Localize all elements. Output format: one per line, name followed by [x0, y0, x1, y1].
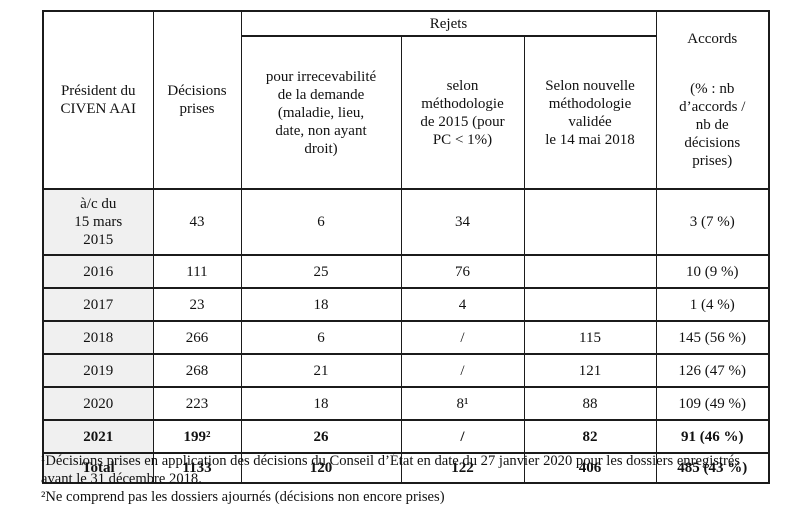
decisions-cell: 223 — [152, 386, 242, 421]
decisions-cell: 268 — [152, 353, 242, 388]
decisions-cell: 266 — [152, 320, 242, 355]
rejet-irrecevabilite-cell: 18 — [240, 287, 402, 322]
accords-cell: 1 (4 %) — [655, 287, 770, 322]
row-label: 2018 — [42, 320, 154, 355]
header-accords-title: Accords — [687, 31, 738, 47]
footnote-1: ¹Décisions prises en application des déc… — [41, 453, 741, 487]
rejet-irrecevabilite-cell: 6 — [240, 188, 402, 256]
rejet-nouvelle-cell: 82 — [523, 419, 657, 454]
header-row-rejets-subcolumns: pour irrecevabilité de la demande (malad… — [43, 35, 769, 190]
row-label: à/c du 15 mars 2015 — [42, 188, 154, 256]
rejet-nouvelle-cell — [523, 254, 657, 289]
decisions-cell: 199² — [152, 419, 242, 454]
rejet-irrecevabilite-cell: 25 — [240, 254, 402, 289]
rejet-2015-cell: / — [400, 353, 525, 388]
table-row: à/c du 15 mars 2015 43 6 34 3 (7 %) — [42, 188, 770, 256]
row-label: 2017 — [42, 287, 154, 322]
rejet-2015-cell: / — [400, 320, 525, 355]
rejet-nouvelle-cell: 88 — [523, 386, 657, 421]
table-row: 2018 266 6 / 115 145 (56 %) — [42, 320, 770, 355]
table-row: 2021 199² 26 / 82 91 (46 %) — [42, 419, 770, 454]
decisions-cell: 111 — [152, 254, 242, 289]
decisions-cell: 23 — [152, 287, 242, 322]
header-row-groups: Président du CIVEN AAI Décisions prises … — [42, 9, 770, 190]
header-rejet-methodologie-2015: selon méthodologie de 2015 (pour PC < 1%… — [400, 35, 525, 190]
header-decisions-prises: Décisions prises — [152, 10, 242, 190]
rejet-irrecevabilite-cell: 6 — [240, 320, 402, 355]
rejet-irrecevabilite-cell: 26 — [240, 419, 402, 454]
footnote-2: ²Ne comprend pas les dossiers ajournés (… — [41, 489, 445, 505]
header-accords-subtitle: (% : nb d’accords / nb de décisions pris… — [679, 81, 746, 169]
rejet-irrecevabilite-cell: 21 — [240, 353, 402, 388]
accords-cell: 3 (7 %) — [655, 188, 770, 256]
table-row: 2020 223 18 8¹ 88 109 (49 %) — [42, 386, 770, 421]
table-row: 2019 268 21 / 121 126 (47 %) — [42, 353, 770, 388]
header-rejet-nouvelle-methodologie: Selon nouvelle méthodologie validée le 1… — [523, 35, 657, 190]
accords-cell: 109 (49 %) — [655, 386, 770, 421]
accords-cell: 126 (47 %) — [655, 353, 770, 388]
civen-decisions-table: Président du CIVEN AAI Décisions prises … — [42, 9, 771, 484]
footnotes: ¹Décisions prises en application des déc… — [41, 452, 763, 506]
header-rejet-irrecevabilite: pour irrecevabilité de la demande (malad… — [240, 35, 402, 190]
rejet-2015-cell: 8¹ — [400, 386, 525, 421]
header-president: Président du CIVEN AAI — [42, 10, 154, 190]
rejet-2015-cell: 4 — [400, 287, 525, 322]
rejet-irrecevabilite-cell: 120 — [240, 452, 402, 484]
row-label: 2021 — [42, 419, 154, 454]
rejet-2015-cell: 76 — [400, 254, 525, 289]
row-label: 2019 — [42, 353, 154, 388]
accords-cell: 485 (43 %) — [655, 452, 770, 484]
rejet-2015-cell: 122 — [400, 452, 525, 484]
rejet-irrecevabilite-cell: 18 — [240, 386, 402, 421]
rejet-nouvelle-cell: 406 — [523, 452, 657, 484]
rejet-nouvelle-cell: 115 — [523, 320, 657, 355]
decisions-cell: 43 — [152, 188, 242, 256]
rejet-2015-cell: 34 — [400, 188, 525, 256]
rejet-nouvelle-cell — [523, 188, 657, 256]
table-row: 2017 23 18 4 1 (4 %) — [42, 287, 770, 322]
table-row: 2016 111 25 76 10 (9 %) — [42, 254, 770, 289]
accords-cell: 91 (46 %) — [655, 419, 770, 454]
row-label: 2016 — [42, 254, 154, 289]
rejet-nouvelle-cell: 121 — [523, 353, 657, 388]
rejet-nouvelle-cell — [523, 287, 657, 322]
accords-cell: 145 (56 %) — [655, 320, 770, 355]
header-accords: Accords (% : nb d’accords / nb de décisi… — [655, 10, 770, 190]
decisions-cell: 1133 — [152, 452, 242, 484]
table-row-total: Total 1133 120 122 406 485 (43 %) — [42, 452, 770, 484]
header-rejets-group: Rejets — [240, 9, 657, 38]
row-label: Total — [42, 452, 154, 484]
accords-cell: 10 (9 %) — [655, 254, 770, 289]
rejet-2015-cell: / — [400, 419, 525, 454]
row-label: 2020 — [42, 386, 154, 421]
